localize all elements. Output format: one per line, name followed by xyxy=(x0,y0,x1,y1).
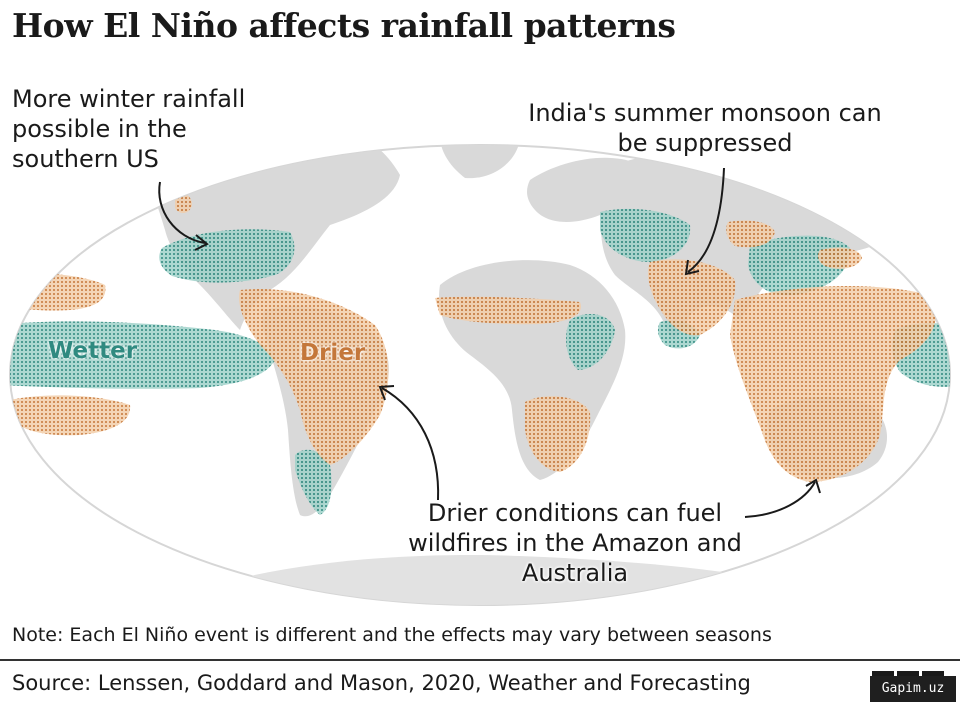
arrow-amazon-head xyxy=(378,385,395,401)
arrow-us xyxy=(158,181,206,244)
watermark: Gapim.uz xyxy=(870,676,956,702)
legend-wetter-label: Wetter xyxy=(48,338,138,364)
arrow-india xyxy=(687,167,725,273)
source-credit: Source: Lenssen, Goddard and Mason, 2020… xyxy=(12,671,751,695)
arrow-australia-head xyxy=(805,478,821,494)
arrow-us-head xyxy=(194,234,209,251)
footer-divider xyxy=(0,659,960,661)
annotation-arrows xyxy=(158,167,821,518)
annotation-india-monsoon: India's summer monsoon can be suppressed xyxy=(528,99,882,157)
annotation-us-rainfall: More winter rainfall possible in the sou… xyxy=(12,85,246,173)
arrow-australia xyxy=(744,481,816,518)
annotation-amazon-australia: Drier conditions can fuel wildfires in t… xyxy=(408,499,742,587)
greenland-land xyxy=(439,145,520,179)
footnote: Note: Each El Niño event is different an… xyxy=(12,624,772,646)
page-title: How El Niño affects rainfall patterns xyxy=(12,6,676,45)
arrow-amazon xyxy=(381,387,440,501)
arrow-india-head xyxy=(684,259,700,276)
drier-regions xyxy=(10,193,936,482)
legend-drier-label: Drier xyxy=(300,340,366,366)
